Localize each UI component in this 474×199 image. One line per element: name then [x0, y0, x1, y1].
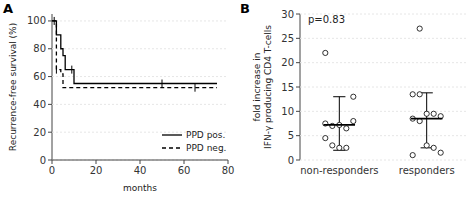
sd-line — [426, 93, 427, 148]
y-tick-label: 20 — [281, 57, 294, 68]
data-point — [417, 26, 422, 31]
y-tick — [48, 104, 52, 105]
y-tick-label: 0 — [288, 155, 294, 166]
y-tick — [48, 20, 52, 21]
y-tick — [48, 132, 52, 133]
legend-label: PPD pos. — [186, 130, 225, 140]
data-point — [431, 111, 436, 116]
y-tick-label: 40 — [33, 99, 46, 110]
y-tick-label: 100 — [27, 15, 46, 26]
censor-tick — [162, 80, 163, 88]
sd-cap-upper — [333, 96, 345, 97]
y-tick-label: 20 — [33, 127, 46, 138]
figure: 020406080100020406080monthsRecurrence-fr… — [0, 0, 474, 199]
data-point — [417, 92, 422, 97]
x-tick-label: 60 — [178, 165, 191, 176]
annotation: p=0.83 — [308, 14, 345, 25]
y-grid — [52, 104, 228, 105]
x-tick — [184, 160, 185, 164]
mean-line — [324, 124, 355, 126]
y-grid — [52, 20, 228, 21]
x-tick — [96, 160, 97, 164]
x-tick-label: 80 — [222, 165, 235, 176]
y-grid — [300, 87, 466, 88]
x-tick-label: 0 — [49, 165, 55, 176]
y-tick-label: 25 — [281, 33, 294, 44]
panel-a: 0 20 40 60 80 100 0 20 40 60 80 months Recurrence-fr… — [3, 1, 234, 193]
data-point — [410, 153, 415, 158]
y-grid — [52, 48, 228, 49]
data-point — [351, 118, 356, 123]
data-point — [431, 145, 436, 150]
x-tick — [140, 160, 141, 164]
y-tick — [296, 111, 300, 112]
x-tick-label: 20 — [90, 165, 103, 176]
y-tick — [48, 48, 52, 49]
y-axis-label: Recurrence-free survival (%) — [8, 23, 18, 151]
y-tick-label: 10 — [281, 106, 294, 117]
survival-line — [52, 21, 217, 84]
y-tick-label: 80 — [33, 43, 46, 54]
y-tick — [296, 160, 300, 161]
data-point — [410, 92, 415, 97]
censor-tick — [71, 66, 72, 74]
y-tick-label: 15 — [281, 82, 294, 93]
data-point — [424, 143, 429, 148]
data-point — [337, 145, 342, 150]
plot-area — [52, 17, 217, 92]
y-axis-label: fold increase inIFN-γ producing CD4 T-ce… — [252, 25, 273, 149]
y-grid — [300, 111, 466, 112]
x-tick-label: non-responders — [300, 165, 378, 176]
data-point — [344, 126, 349, 131]
mean-line — [411, 118, 442, 120]
y-tick — [296, 87, 300, 88]
y-tick-label: 0 — [40, 155, 46, 166]
y-axis-line — [52, 14, 53, 160]
y-tick-label: 30 — [281, 9, 294, 20]
y-tick — [296, 135, 300, 136]
data-point — [330, 143, 335, 148]
censor-tick — [195, 84, 196, 92]
x-tick-label: 40 — [134, 165, 147, 176]
legend-swatch — [162, 147, 182, 148]
data-point — [351, 94, 356, 99]
panel-label: B — [240, 1, 250, 16]
data-point — [438, 150, 443, 155]
panel-b: 0 5 10 15 20 25 30 non-responders responders fold… — [240, 1, 466, 176]
censor-tick — [56, 66, 57, 74]
y-grid — [300, 38, 466, 39]
y-tick-label: 60 — [33, 71, 46, 82]
data-point — [323, 136, 328, 141]
x-tick — [228, 160, 229, 164]
y-tick — [296, 14, 300, 15]
y-tick-label: 5 — [288, 130, 294, 141]
survival-line — [52, 21, 217, 88]
panel-label: A — [3, 1, 13, 16]
legend-label: PPD neg. — [186, 143, 226, 153]
y-tick — [48, 160, 52, 161]
y-tick — [296, 38, 300, 39]
legend: PPD pos. PPD neg. — [162, 130, 226, 153]
y-axis-label-line: fold increase in — [252, 53, 262, 122]
data-point — [323, 50, 328, 55]
x-tick — [52, 160, 53, 164]
x-axis-label: months — [123, 183, 157, 193]
data-point — [344, 145, 349, 150]
y-tick — [296, 62, 300, 63]
x-tick-label: responders — [399, 165, 455, 176]
legend-swatch — [162, 134, 182, 135]
y-axis-label-line: IFN-γ producing CD4 T-cells — [263, 25, 273, 149]
plot-area — [323, 26, 444, 158]
data-point — [424, 111, 429, 116]
y-grid — [300, 160, 466, 161]
y-grid — [300, 62, 466, 63]
y-grid — [52, 76, 228, 77]
y-tick — [48, 76, 52, 77]
